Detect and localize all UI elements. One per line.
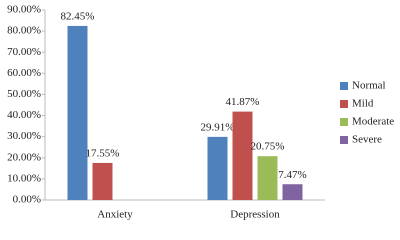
y-tick-label: 10.00% (7, 172, 41, 184)
value-label: 17.55% (86, 147, 120, 159)
x-tick-label: Anxiety (97, 209, 133, 221)
value-label: 41.87% (226, 96, 260, 108)
y-tick-label: 40.00% (7, 109, 41, 121)
value-label: 29.91% (201, 121, 235, 133)
bar (232, 111, 253, 200)
bar (282, 184, 303, 200)
legend-swatch (340, 82, 348, 90)
value-label: 7.47% (278, 169, 306, 181)
chart: 0.00% 10.00% 20.00% 30.00% 40.00% 50.00% 60.00… (7, 4, 394, 221)
y-tick-label: 70.00% (7, 46, 41, 58)
legend-swatch (340, 118, 348, 126)
value-label: 82.45% (61, 10, 95, 22)
x-tick-label: Depression (230, 209, 280, 221)
legend-label: Severe (352, 134, 382, 146)
y-tick-label: 80.00% (7, 25, 41, 37)
bar (207, 136, 228, 200)
legend-swatch (340, 136, 348, 144)
y-tick-label: 20.00% (7, 151, 41, 163)
y-tick-label: 60.00% (7, 67, 41, 79)
bar (257, 156, 278, 200)
legend-swatch (340, 100, 348, 108)
bar (92, 162, 113, 200)
bar (67, 25, 88, 200)
y-tick-label: 90.00% (7, 4, 41, 16)
legend-label: Moderate (352, 116, 394, 128)
y-tick-label: 0.00% (13, 194, 41, 206)
y-tick-label: 50.00% (7, 88, 41, 100)
value-label: 20.75% (251, 141, 285, 153)
y-tick-label: 30.00% (7, 130, 41, 142)
legend-label: Normal (352, 80, 386, 92)
legend-label: Mild (352, 98, 374, 110)
